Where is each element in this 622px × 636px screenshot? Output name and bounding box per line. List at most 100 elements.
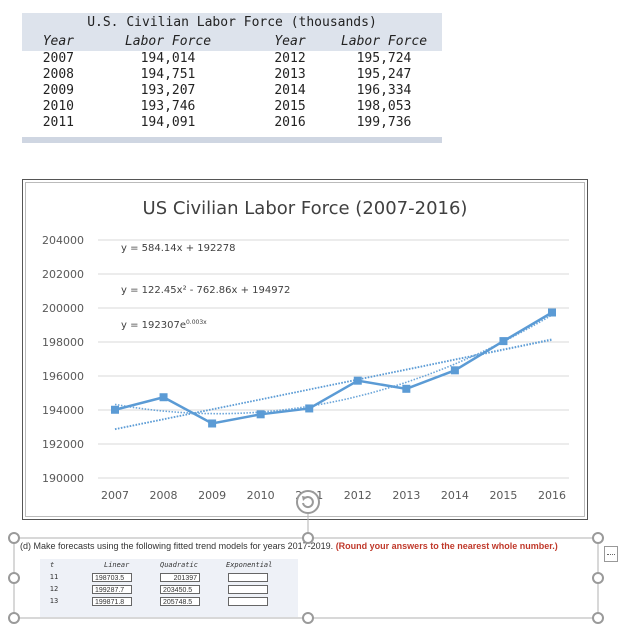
y-tick-label: 194000 <box>42 404 84 417</box>
table-row: 2009 193,207 2014 196,334 <box>22 83 442 99</box>
labor-force-chart: 204000 202000 200000 198000 196000 194000 1920… <box>42 234 569 502</box>
header-labor-force-2: Labor Force <box>340 34 428 49</box>
data-point <box>256 410 265 419</box>
table-cell: 2014 <box>274 83 306 98</box>
table-cell: 195,247 <box>356 67 412 82</box>
labor-force-table: U.S. Civilian Labor Force (thousands) Ye… <box>22 13 442 143</box>
resize-handle-icon[interactable] <box>8 572 20 584</box>
x-tick-label: 2016 <box>538 489 566 502</box>
forecast-question: (d) Make forecasts using the following f… <box>14 537 598 617</box>
quadratic-answer-field[interactable]: 203450.5 <box>160 585 200 594</box>
series-line <box>114 311 553 425</box>
data-point <box>305 404 314 413</box>
x-tick-label: 2010 <box>247 489 275 502</box>
x-tick-label: 2012 <box>344 489 372 502</box>
linear-answer-field[interactable]: 198703.5 <box>92 573 132 582</box>
forecast-answer-table: t Linear Quadratic Exponential 11 198703… <box>40 559 298 617</box>
y-tick-label: 204000 <box>42 234 84 247</box>
rounding-note: (Round your answers to the nearest whole… <box>335 541 558 551</box>
data-point <box>159 393 168 402</box>
y-tick-label: 198000 <box>42 336 84 349</box>
data-point <box>450 366 459 375</box>
y-tick-label: 192000 <box>42 438 84 451</box>
resize-handle-icon[interactable] <box>592 572 604 584</box>
col-header-exponential: Exponential <box>226 561 273 569</box>
table-cell: 2009 <box>42 83 74 98</box>
x-tick-label: 2015 <box>489 489 517 502</box>
table-footer-bar <box>22 137 442 143</box>
table-cell: 194,751 <box>140 67 196 82</box>
question-text: (d) Make forecasts using the following f… <box>20 541 558 551</box>
header-year-1: Year <box>42 34 74 49</box>
table-cell: 198,053 <box>356 99 412 114</box>
table-cell: 2011 <box>42 115 74 130</box>
table-row: 2008 194,751 2013 195,247 <box>22 67 442 83</box>
table-row: 2007 194,014 2012 195,724 <box>22 51 442 67</box>
exponential-answer-field[interactable] <box>228 597 268 606</box>
table-cell: 2007 <box>42 51 74 66</box>
t-value: 12 <box>49 585 59 593</box>
col-header-quadratic: Quadratic <box>160 561 198 569</box>
table-cell: 194,014 <box>140 51 196 66</box>
resize-handle-icon[interactable] <box>302 612 314 624</box>
equation-exponent: 0.003x <box>186 319 207 326</box>
resize-handle-icon[interactable] <box>302 532 314 544</box>
table-row: 2011 194,091 2016 199,736 <box>22 115 442 131</box>
table-cell: 193,746 <box>140 99 196 114</box>
table-cell: 196,334 <box>356 83 412 98</box>
chart-frame[interactable]: US Civilian Labor Force (2007-2016) 2040… <box>22 179 588 520</box>
x-tick-label: 2007 <box>101 489 129 502</box>
linear-answer-field[interactable]: 199871.8 <box>92 597 132 606</box>
trendline-equation: y = 584.14x + 192278 <box>121 243 235 254</box>
quadratic-trendline <box>114 314 553 415</box>
table-cell: 194,091 <box>140 115 196 130</box>
rotate-icon[interactable] <box>295 489 321 515</box>
question-prompt: (d) Make forecasts using the following f… <box>20 541 334 551</box>
x-tick-label: 2009 <box>198 489 226 502</box>
resize-handle-icon[interactable] <box>8 612 20 624</box>
y-tick-label: 190000 <box>42 472 84 485</box>
x-tick-label: 2013 <box>392 489 420 502</box>
trendline-equation: y = 122.45x² - 762.86x + 194972 <box>121 285 290 296</box>
side-answer-box[interactable] <box>604 546 618 562</box>
table-header-row: Year Labor Force Year Labor Force <box>22 33 442 51</box>
table-cell: 2008 <box>42 67 74 82</box>
table-title: U.S. Civilian Labor Force (thousands) <box>22 13 442 33</box>
chart-title: US Civilian Labor Force (2007-2016) <box>142 198 468 219</box>
linear-answer-field[interactable]: 199287.7 <box>92 585 132 594</box>
table-row: 2010 193,746 2015 198,053 <box>22 99 442 115</box>
data-point <box>208 419 217 428</box>
answer-row: 11 198703.5 201397 <box>40 573 298 584</box>
answer-row: 13 199871.8 205748.5 <box>40 597 298 608</box>
resize-handle-icon[interactable] <box>8 532 20 544</box>
table-cell: 2013 <box>274 67 306 82</box>
header-year-2: Year <box>274 34 306 49</box>
table-cell: 193,207 <box>140 83 196 98</box>
t-value: 11 <box>49 573 59 581</box>
quadratic-answer-field[interactable]: 205748.5 <box>160 597 200 606</box>
table-cell: 2016 <box>274 115 306 130</box>
resize-handle-icon[interactable] <box>592 532 604 544</box>
x-tick-label: 2008 <box>150 489 178 502</box>
y-tick-label: 202000 <box>42 268 84 281</box>
data-point <box>499 337 508 346</box>
table-cell: 195,724 <box>356 51 412 66</box>
table-cell: 2012 <box>274 51 306 66</box>
quadratic-answer-field[interactable]: 201397 <box>160 573 200 582</box>
exponential-answer-field[interactable] <box>228 573 268 582</box>
answer-row: 12 199287.7 203450.5 <box>40 585 298 596</box>
table-cell: 199,736 <box>356 115 412 130</box>
data-point <box>548 308 556 317</box>
exponential-trendline <box>114 338 553 430</box>
t-value: 13 <box>49 597 59 605</box>
col-header-linear: Linear <box>104 561 130 569</box>
exponential-answer-field[interactable] <box>228 585 268 594</box>
y-tick-label: 196000 <box>42 370 84 383</box>
data-point <box>353 376 362 385</box>
resize-handle-icon[interactable] <box>592 612 604 624</box>
header-labor-force-1: Labor Force <box>124 34 212 49</box>
data-point <box>402 384 411 393</box>
trendline-equation: y = 192307e0.003x <box>121 319 207 331</box>
x-tick-label: 2014 <box>441 489 469 502</box>
table-cell: 2015 <box>274 99 306 114</box>
